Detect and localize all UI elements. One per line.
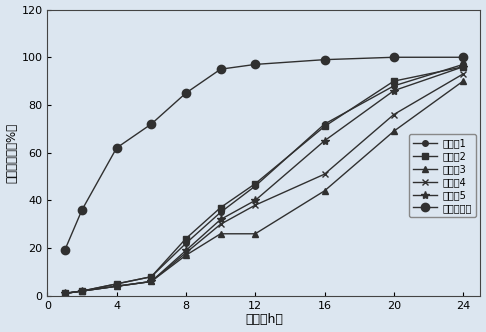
实施例1 — [322, 122, 328, 126]
实施例4 — [148, 280, 154, 284]
实施例4 — [62, 291, 68, 295]
实施例5 — [114, 284, 120, 288]
实施例1 — [183, 241, 189, 245]
实施例1 — [460, 62, 466, 66]
实施例1 — [218, 210, 224, 214]
实施例4 — [218, 222, 224, 226]
市售缓释片 — [114, 146, 120, 150]
实施例2 — [183, 237, 189, 241]
Line: 市售缓释片: 市售缓释片 — [60, 53, 467, 255]
实施例1 — [148, 275, 154, 279]
Line: 实施例5: 实施例5 — [60, 63, 467, 297]
实施例3 — [79, 289, 85, 293]
实施例2 — [460, 65, 466, 69]
实施例3 — [322, 189, 328, 193]
实施例2 — [148, 275, 154, 279]
实施例5 — [183, 248, 189, 252]
实施例2 — [79, 289, 85, 293]
市售缓释片 — [252, 62, 258, 66]
实施例3 — [114, 284, 120, 288]
X-axis label: 时间（h）: 时间（h） — [245, 313, 283, 326]
实施例5 — [391, 89, 397, 93]
Line: 实施例4: 实施例4 — [61, 70, 467, 297]
实施例3 — [252, 232, 258, 236]
市售缓释片 — [322, 58, 328, 62]
实施例3 — [62, 291, 68, 295]
实施例4 — [183, 251, 189, 255]
实施例5 — [322, 139, 328, 143]
实施例1 — [62, 291, 68, 295]
市售缓释片 — [62, 248, 68, 252]
实施例2 — [114, 282, 120, 286]
市售缓释片 — [218, 67, 224, 71]
实施例3 — [148, 280, 154, 284]
实施例4 — [322, 172, 328, 176]
实施例5 — [62, 291, 68, 295]
实施例5 — [79, 289, 85, 293]
实施例2 — [322, 124, 328, 128]
实施例3 — [391, 129, 397, 133]
实施例1 — [79, 289, 85, 293]
Line: 实施例3: 实施例3 — [61, 78, 467, 297]
实施例1 — [252, 184, 258, 188]
实施例2 — [252, 182, 258, 186]
实施例5 — [252, 199, 258, 203]
实施例3 — [183, 253, 189, 257]
实施例3 — [218, 232, 224, 236]
市售缓释片 — [79, 208, 85, 212]
实施例3 — [460, 79, 466, 83]
实施例4 — [252, 203, 258, 207]
实施例1 — [391, 84, 397, 88]
实施例4 — [79, 289, 85, 293]
Y-axis label: 累计释放度（%）: 累计释放度（%） — [5, 123, 18, 183]
实施例1 — [114, 282, 120, 286]
实施例2 — [62, 291, 68, 295]
市售缓释片 — [391, 55, 397, 59]
实施例2 — [391, 79, 397, 83]
市售缓释片 — [460, 55, 466, 59]
Line: 实施例2: 实施例2 — [61, 63, 467, 297]
Line: 实施例1: 实施例1 — [62, 62, 466, 296]
实施例5 — [460, 65, 466, 69]
市售缓释片 — [148, 122, 154, 126]
Legend: 实施例1, 实施例2, 实施例3, 实施例4, 实施例5, 市售缓释片: 实施例1, 实施例2, 实施例3, 实施例4, 实施例5, 市售缓释片 — [409, 134, 476, 217]
实施例4 — [114, 284, 120, 288]
实施例4 — [391, 113, 397, 117]
实施例5 — [148, 280, 154, 284]
实施例5 — [218, 217, 224, 221]
实施例2 — [218, 206, 224, 209]
实施例4 — [460, 72, 466, 76]
市售缓释片 — [183, 91, 189, 95]
